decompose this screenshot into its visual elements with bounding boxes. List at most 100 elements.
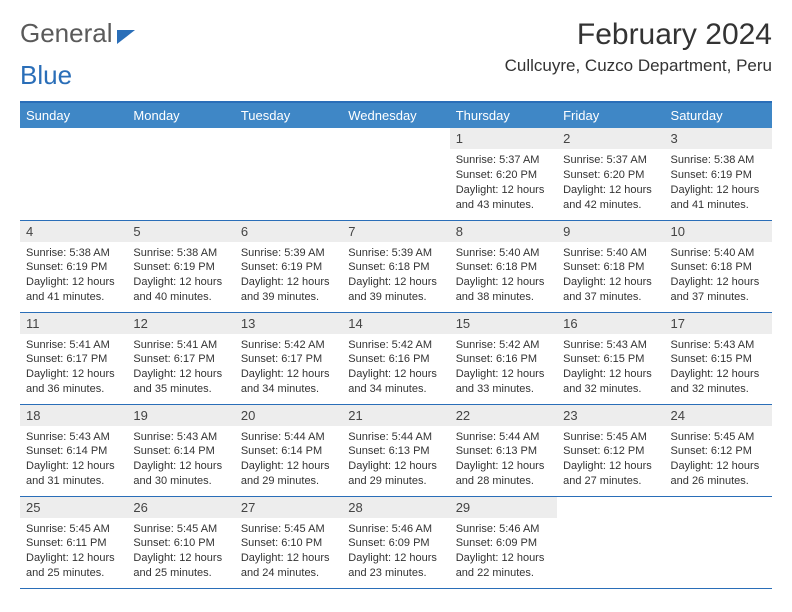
- calendar-day-cell: 6Sunrise: 5:39 AMSunset: 6:19 PMDaylight…: [235, 220, 342, 312]
- calendar-day-cell: ..: [665, 496, 772, 588]
- day-details: Sunrise: 5:40 AMSunset: 6:18 PMDaylight:…: [450, 242, 557, 311]
- calendar-day-cell: ..: [235, 128, 342, 220]
- calendar-day-cell: ..: [342, 128, 449, 220]
- day-number: 21: [342, 405, 449, 426]
- day-number: 17: [665, 313, 772, 334]
- calendar-day-cell: 12Sunrise: 5:41 AMSunset: 6:17 PMDayligh…: [127, 312, 234, 404]
- calendar-day-cell: 10Sunrise: 5:40 AMSunset: 6:18 PMDayligh…: [665, 220, 772, 312]
- day-number: 13: [235, 313, 342, 334]
- calendar-day-cell: 22Sunrise: 5:44 AMSunset: 6:13 PMDayligh…: [450, 404, 557, 496]
- day-number: 6: [235, 221, 342, 242]
- calendar-day-cell: ..: [20, 128, 127, 220]
- calendar-day-cell: 15Sunrise: 5:42 AMSunset: 6:16 PMDayligh…: [450, 312, 557, 404]
- day-number: 9: [557, 221, 664, 242]
- day-number: 27: [235, 497, 342, 518]
- location-text: Cullcuyre, Cuzco Department, Peru: [505, 56, 772, 76]
- calendar-day-cell: 16Sunrise: 5:43 AMSunset: 6:15 PMDayligh…: [557, 312, 664, 404]
- weekday-header: Friday: [557, 103, 664, 128]
- day-details: Sunrise: 5:45 AMSunset: 6:10 PMDaylight:…: [235, 518, 342, 587]
- logo-text-1: General: [20, 18, 113, 49]
- day-number: 14: [342, 313, 449, 334]
- calendar-day-cell: 7Sunrise: 5:39 AMSunset: 6:18 PMDaylight…: [342, 220, 449, 312]
- weekday-header: Saturday: [665, 103, 772, 128]
- day-number: 23: [557, 405, 664, 426]
- day-details: Sunrise: 5:46 AMSunset: 6:09 PMDaylight:…: [450, 518, 557, 587]
- calendar-day-cell: 20Sunrise: 5:44 AMSunset: 6:14 PMDayligh…: [235, 404, 342, 496]
- day-details: Sunrise: 5:39 AMSunset: 6:18 PMDaylight:…: [342, 242, 449, 311]
- day-number: 19: [127, 405, 234, 426]
- weekday-header: Wednesday: [342, 103, 449, 128]
- calendar-day-cell: 17Sunrise: 5:43 AMSunset: 6:15 PMDayligh…: [665, 312, 772, 404]
- day-number: 12: [127, 313, 234, 334]
- calendar-day-cell: 5Sunrise: 5:38 AMSunset: 6:19 PMDaylight…: [127, 220, 234, 312]
- day-details: Sunrise: 5:45 AMSunset: 6:10 PMDaylight:…: [127, 518, 234, 587]
- logo-triangle-icon: [117, 30, 135, 44]
- day-number: 20: [235, 405, 342, 426]
- calendar-day-cell: 4Sunrise: 5:38 AMSunset: 6:19 PMDaylight…: [20, 220, 127, 312]
- day-details: Sunrise: 5:43 AMSunset: 6:15 PMDaylight:…: [665, 334, 772, 403]
- day-details: Sunrise: 5:44 AMSunset: 6:13 PMDaylight:…: [342, 426, 449, 495]
- calendar-day-cell: 9Sunrise: 5:40 AMSunset: 6:18 PMDaylight…: [557, 220, 664, 312]
- header-right: February 2024 Cullcuyre, Cuzco Departmen…: [505, 18, 772, 80]
- day-number: 2: [557, 128, 664, 149]
- calendar-week-row: 11Sunrise: 5:41 AMSunset: 6:17 PMDayligh…: [20, 312, 772, 404]
- calendar-day-cell: ..: [557, 496, 664, 588]
- calendar-day-cell: 19Sunrise: 5:43 AMSunset: 6:14 PMDayligh…: [127, 404, 234, 496]
- calendar-day-cell: 28Sunrise: 5:46 AMSunset: 6:09 PMDayligh…: [342, 496, 449, 588]
- day-number: 29: [450, 497, 557, 518]
- calendar-day-cell: 24Sunrise: 5:45 AMSunset: 6:12 PMDayligh…: [665, 404, 772, 496]
- calendar-day-cell: 13Sunrise: 5:42 AMSunset: 6:17 PMDayligh…: [235, 312, 342, 404]
- day-details: Sunrise: 5:40 AMSunset: 6:18 PMDaylight:…: [665, 242, 772, 311]
- day-number: 18: [20, 405, 127, 426]
- day-number: 4: [20, 221, 127, 242]
- day-number: 15: [450, 313, 557, 334]
- day-number: 11: [20, 313, 127, 334]
- weekday-header: Sunday: [20, 103, 127, 128]
- calendar-day-cell: 8Sunrise: 5:40 AMSunset: 6:18 PMDaylight…: [450, 220, 557, 312]
- day-number: 5: [127, 221, 234, 242]
- calendar-day-cell: 14Sunrise: 5:42 AMSunset: 6:16 PMDayligh…: [342, 312, 449, 404]
- calendar-day-cell: 18Sunrise: 5:43 AMSunset: 6:14 PMDayligh…: [20, 404, 127, 496]
- day-number: 25: [20, 497, 127, 518]
- calendar-day-cell: 2Sunrise: 5:37 AMSunset: 6:20 PMDaylight…: [557, 128, 664, 220]
- day-details: Sunrise: 5:41 AMSunset: 6:17 PMDaylight:…: [127, 334, 234, 403]
- calendar-week-row: 18Sunrise: 5:43 AMSunset: 6:14 PMDayligh…: [20, 404, 772, 496]
- day-details: Sunrise: 5:38 AMSunset: 6:19 PMDaylight:…: [127, 242, 234, 311]
- weekday-header: Monday: [127, 103, 234, 128]
- calendar-day-cell: 11Sunrise: 5:41 AMSunset: 6:17 PMDayligh…: [20, 312, 127, 404]
- calendar-day-cell: 25Sunrise: 5:45 AMSunset: 6:11 PMDayligh…: [20, 496, 127, 588]
- weekday-header-row: Sunday Monday Tuesday Wednesday Thursday…: [20, 103, 772, 128]
- day-details: Sunrise: 5:44 AMSunset: 6:13 PMDaylight:…: [450, 426, 557, 495]
- day-number: 7: [342, 221, 449, 242]
- day-details: Sunrise: 5:43 AMSunset: 6:15 PMDaylight:…: [557, 334, 664, 403]
- day-details: Sunrise: 5:37 AMSunset: 6:20 PMDaylight:…: [557, 149, 664, 218]
- day-number: 16: [557, 313, 664, 334]
- day-details: Sunrise: 5:43 AMSunset: 6:14 PMDaylight:…: [127, 426, 234, 495]
- day-number: 3: [665, 128, 772, 149]
- calendar-day-cell: 29Sunrise: 5:46 AMSunset: 6:09 PMDayligh…: [450, 496, 557, 588]
- logo: General: [20, 18, 137, 49]
- day-details: Sunrise: 5:46 AMSunset: 6:09 PMDaylight:…: [342, 518, 449, 587]
- calendar-week-row: ........1Sunrise: 5:37 AMSunset: 6:20 PM…: [20, 128, 772, 220]
- calendar-day-cell: 3Sunrise: 5:38 AMSunset: 6:19 PMDaylight…: [665, 128, 772, 220]
- calendar-day-cell: 26Sunrise: 5:45 AMSunset: 6:10 PMDayligh…: [127, 496, 234, 588]
- weekday-header: Thursday: [450, 103, 557, 128]
- calendar-day-cell: 1Sunrise: 5:37 AMSunset: 6:20 PMDaylight…: [450, 128, 557, 220]
- day-details: Sunrise: 5:41 AMSunset: 6:17 PMDaylight:…: [20, 334, 127, 403]
- day-number: 10: [665, 221, 772, 242]
- day-number: 26: [127, 497, 234, 518]
- day-details: Sunrise: 5:44 AMSunset: 6:14 PMDaylight:…: [235, 426, 342, 495]
- calendar-day-cell: ..: [127, 128, 234, 220]
- day-number: 1: [450, 128, 557, 149]
- calendar-week-row: 4Sunrise: 5:38 AMSunset: 6:19 PMDaylight…: [20, 220, 772, 312]
- day-details: Sunrise: 5:39 AMSunset: 6:19 PMDaylight:…: [235, 242, 342, 311]
- calendar-day-cell: 21Sunrise: 5:44 AMSunset: 6:13 PMDayligh…: [342, 404, 449, 496]
- day-details: Sunrise: 5:38 AMSunset: 6:19 PMDaylight:…: [665, 149, 772, 218]
- day-details: Sunrise: 5:37 AMSunset: 6:20 PMDaylight:…: [450, 149, 557, 218]
- page-title: February 2024: [505, 18, 772, 52]
- calendar-day-cell: 27Sunrise: 5:45 AMSunset: 6:10 PMDayligh…: [235, 496, 342, 588]
- day-number: 8: [450, 221, 557, 242]
- day-details: Sunrise: 5:45 AMSunset: 6:11 PMDaylight:…: [20, 518, 127, 587]
- day-number: 28: [342, 497, 449, 518]
- day-number: 22: [450, 405, 557, 426]
